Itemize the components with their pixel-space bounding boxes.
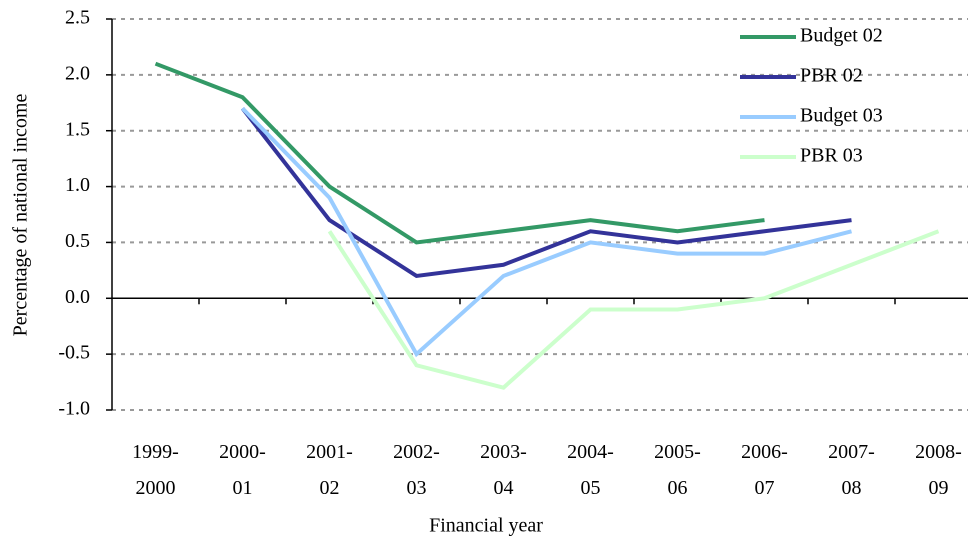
x-tick-label: 2002-03 (393, 441, 440, 499)
x-tick-label: 2000-01 (219, 441, 266, 499)
legend-label: PBR 02 (800, 65, 863, 87)
legend-label: Budget 03 (800, 105, 883, 127)
y-tick-label: 0.5 (65, 230, 90, 252)
y-tick-label: 2.0 (65, 62, 90, 84)
y-tick-label: 1.0 (65, 174, 90, 196)
x-tick-label: 2005-06 (654, 441, 701, 499)
y-tick-label: 2.5 (65, 7, 90, 29)
series-line (154, 61, 765, 245)
legend-label: PBR 03 (800, 145, 863, 167)
y-axis-label: Percentage of national income (10, 94, 32, 337)
x-tick-label: 2001-02 (306, 441, 353, 499)
y-tick-label: 1.5 (65, 118, 90, 140)
x-tick-label: 2003-04 (480, 441, 527, 499)
x-tick-label: 2007-08 (828, 441, 875, 499)
x-tick-label: 2004-05 (567, 441, 614, 499)
y-tick-label: -1.0 (58, 398, 90, 420)
legend-label: Budget 02 (800, 25, 883, 47)
series-line (327, 229, 940, 390)
y-tick-label: 0.0 (65, 286, 90, 308)
x-tick-label: 2006-07 (741, 441, 788, 499)
series-line (241, 106, 852, 358)
x-tick-label: 1999-2000 (132, 441, 179, 499)
x-tick-label: 2008-09 (915, 441, 962, 499)
series-line (240, 107, 852, 279)
x-axis-label: Financial year (429, 515, 543, 537)
y-tick-label: -0.5 (58, 342, 90, 364)
